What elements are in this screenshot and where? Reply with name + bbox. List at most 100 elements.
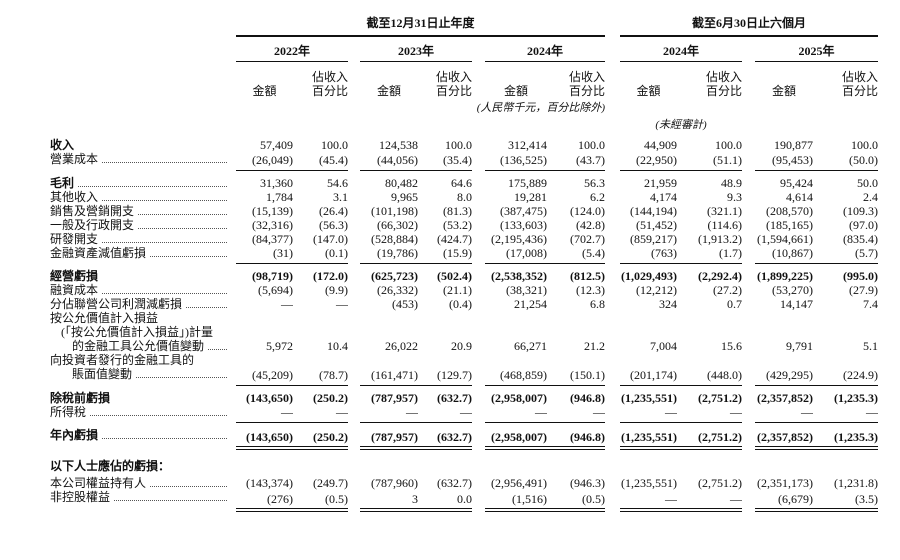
cell-attributable-header-fy2023-pct bbox=[418, 448, 472, 473]
column-gap bbox=[472, 405, 485, 423]
column-gap bbox=[472, 218, 485, 232]
dot-leader bbox=[102, 232, 227, 243]
cell-instruments-issued-to-investors-carrying-change-fy2023-amount: (161,471) bbox=[360, 353, 418, 386]
amount-header-h1-2024: 金額 bbox=[636, 84, 661, 98]
cell-impairment-losses-financial-assets-h1-2025-amount: (10,867) bbox=[755, 245, 814, 264]
column-gap bbox=[742, 353, 755, 385]
row-finance-costs: 融資成本 (5,694) (9.9) (26,332) (21.1) (38,321) (1… bbox=[50, 283, 878, 297]
dot-leader bbox=[102, 428, 227, 439]
cell-income-tax-h1-2024-amount: — bbox=[620, 404, 678, 423]
cell-impairment-losses-financial-assets-fy2024-pct: (5.4) bbox=[547, 245, 606, 264]
cell-general-admin-expenses-fy2023-pct: (53.2) bbox=[443, 217, 472, 232]
row-cost-of-sales: 營業成本 (26,049) (45.4) (44,056) (35.4) (136,525… bbox=[50, 152, 879, 171]
cell-fvtpl-instruments-fair-value-change-h1-2025-pct: 5.1 bbox=[863, 339, 879, 353]
column-gap bbox=[605, 311, 620, 353]
column-gap bbox=[472, 152, 485, 170]
column-gap bbox=[472, 246, 485, 264]
row-rd-expenses: 研發開支 (84,377) (147.0) (528,884) (424.7) (2,19… bbox=[50, 232, 878, 246]
label-instruments-issued-to-investors-carrying-change: 向投資者發行的金融工具的 賬面值變動 bbox=[50, 353, 236, 385]
cell-gross-profit-h1-2024-amount: 21,959 bbox=[644, 175, 678, 190]
column-gap bbox=[348, 311, 360, 353]
cell-impairment-losses-financial-assets-h1-2025-pct: (5.7) bbox=[813, 245, 879, 264]
label-text: 的金融工具公允價值變動 bbox=[72, 339, 205, 353]
cell-non-controlling-interests-h1-2025-pct: (3.5) bbox=[813, 489, 879, 512]
column-gap bbox=[605, 132, 620, 152]
cell-cost-of-sales-fy2022-amount: (26,049) bbox=[236, 152, 293, 171]
dot-leader bbox=[138, 204, 227, 215]
cell-other-income-h1-2024-pct: 9.3 bbox=[727, 189, 743, 204]
cell-equity-holders-fy2024-pct: (946.3) bbox=[570, 475, 606, 490]
cell-revenue-h1-2025-amount: 190,877 bbox=[774, 138, 814, 152]
cell-operating-loss-fy2023-amount: (625,723) bbox=[371, 269, 418, 283]
cell-income-tax-fy2023-amount: — bbox=[360, 404, 418, 423]
cell-selling-marketing-expenses-fy2023-pct: (81.3) bbox=[443, 203, 472, 218]
cell-impairment-losses-financial-assets-fy2022-pct: (0.1) bbox=[293, 245, 348, 264]
column-gap bbox=[348, 473, 360, 490]
cell-finance-costs-fy2024-amount: (38,321) bbox=[506, 283, 547, 297]
dot-leader bbox=[186, 297, 227, 308]
cell-loss-before-tax-h1-2025-pct: (1,235.3) bbox=[834, 390, 879, 405]
period-group-annual: 截至12月31日止年度 bbox=[236, 16, 606, 37]
column-gap bbox=[348, 246, 360, 264]
cell-attributable-header-h1-2025-pct bbox=[813, 448, 878, 473]
cell-instruments-issued-to-investors-carrying-change-h1-2025-amount: (429,295) bbox=[755, 353, 814, 386]
cell-non-controlling-interests-h1-2024-amount: — bbox=[620, 489, 678, 512]
cell-gross-profit-h1-2024-pct: 48.9 bbox=[721, 175, 743, 190]
label-text: 毛利 bbox=[50, 175, 75, 190]
cell-non-controlling-interests-fy2024-amount: (1,516) bbox=[485, 489, 547, 512]
cell-cost-of-sales-h1-2025-amount: (95,453) bbox=[755, 152, 814, 171]
row-operating-loss: 經營虧損 (98,719) (172.0) (625,723) (502.4) (2,53… bbox=[50, 264, 878, 283]
cell-loss-for-the-year-fy2022-pct: (250.2) bbox=[293, 422, 348, 450]
cell-attributable-header-fy2024-amount bbox=[485, 448, 547, 473]
cell-fvtpl-instruments-fair-value-change-h1-2025-amount: 9,791 bbox=[786, 339, 814, 353]
column-gap bbox=[348, 190, 360, 204]
pct-header-h1-2025: 佔收入 百分比 bbox=[842, 70, 879, 98]
column-gap bbox=[742, 218, 755, 232]
column-gap bbox=[742, 490, 755, 510]
column-gap bbox=[348, 132, 360, 152]
cell-other-income-h1-2025-pct: 2.4 bbox=[863, 189, 879, 204]
cell-gross-profit-fy2023-amount: 80,482 bbox=[385, 175, 418, 190]
cell-equity-holders-fy2022-pct: (249.7) bbox=[313, 475, 348, 490]
cell-fvtpl-instruments-fair-value-change-fy2023-amount: 26,022 bbox=[385, 339, 418, 353]
label-text: 以下人士應佔的虧損： bbox=[50, 458, 171, 473]
column-gap bbox=[605, 218, 620, 232]
cell-other-income-fy2022-amount: 1,784 bbox=[266, 189, 293, 204]
column-gap bbox=[605, 353, 620, 385]
corner-cell bbox=[50, 16, 236, 36]
cell-cost-of-sales-fy2023-amount: (44,056) bbox=[360, 152, 418, 171]
cell-gross-profit-h1-2025-amount: 95,424 bbox=[780, 175, 814, 190]
column-gap bbox=[472, 353, 485, 385]
cell-finance-costs-fy2022-pct: (9.9) bbox=[325, 283, 348, 297]
cell-equity-holders-fy2022-amount: (143,374) bbox=[246, 475, 293, 490]
cell-fvtpl-instruments-fair-value-change-h1-2024-pct: 15.6 bbox=[721, 339, 743, 353]
row-impairment-losses-financial-assets: 金融資產減值虧損 (31) (0.1) (19,786) (15.9) (17,008)(… bbox=[50, 245, 879, 264]
row-fvtpl-instruments-fair-value-change: 按公允價值計入損益 (「按公允價值計入損益」)計量 的金融工具公允價值變動 5,972… bbox=[50, 311, 878, 353]
cell-selling-marketing-expenses-fy2022-amount: (15,139) bbox=[252, 203, 293, 218]
cell-fvtpl-instruments-fair-value-change-fy2024-amount: 66,271 bbox=[514, 339, 547, 353]
dot-leader bbox=[114, 490, 227, 501]
cell-income-tax-h1-2024-pct: — bbox=[677, 404, 743, 423]
label-selling-marketing-expenses: 銷售及營銷開支 bbox=[50, 204, 236, 218]
column-gap bbox=[348, 218, 360, 232]
cell-instruments-issued-to-investors-carrying-change-fy2022-amount: (45,209) bbox=[236, 353, 293, 386]
cell-income-tax-h1-2025-pct: — bbox=[813, 404, 879, 423]
dot-leader bbox=[138, 218, 227, 229]
label-general-admin-expenses: 一般及行政開支 bbox=[50, 218, 236, 232]
cell-loss-before-tax-fy2022-pct: (250.2) bbox=[313, 390, 348, 405]
cell-operating-loss-fy2023-pct: (502.4) bbox=[437, 269, 472, 283]
cell-instruments-issued-to-investors-carrying-change-fy2024-pct: (150.1) bbox=[547, 353, 606, 386]
row-loss-before-tax: 除稅前虧損 (143,650) (250.2) (787,957) (632.7) (2,… bbox=[50, 385, 878, 405]
column-gap bbox=[348, 405, 360, 423]
dot-leader bbox=[150, 246, 227, 257]
label-text: 除稅前虧損 bbox=[50, 390, 111, 405]
cell-attributable-header-fy2022-pct bbox=[293, 448, 348, 473]
label-revenue: 收入 bbox=[50, 132, 236, 152]
column-gap bbox=[605, 283, 620, 297]
cell-gross-profit-fy2024-amount: 175,889 bbox=[508, 175, 547, 190]
row-selling-marketing-expenses: 銷售及營銷開支 (15,139) (26.4) (101,198) (81.3) (387… bbox=[50, 204, 878, 218]
column-gap bbox=[605, 473, 620, 490]
cell-income-tax-fy2023-pct: — bbox=[418, 404, 472, 423]
amount-header-fy2022: 金額 bbox=[252, 84, 277, 98]
column-gap bbox=[605, 423, 620, 448]
